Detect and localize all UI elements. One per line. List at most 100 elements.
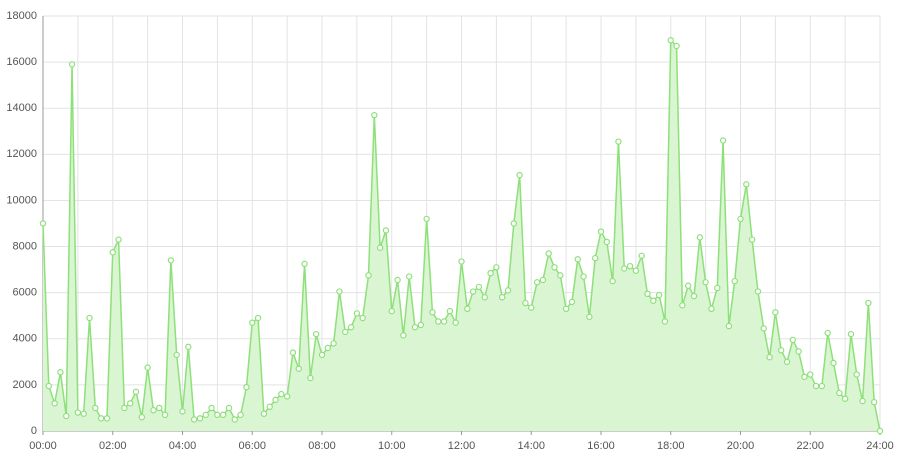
y-tick-label: 2000 <box>13 379 37 391</box>
point <box>359 314 366 322</box>
point <box>772 309 779 316</box>
point <box>766 354 773 361</box>
x-tick-label: 02:00 <box>99 440 127 452</box>
point <box>225 404 233 412</box>
point <box>807 371 814 378</box>
x-tick-label: 18:00 <box>657 440 685 452</box>
point <box>458 258 465 265</box>
point <box>365 272 372 279</box>
point <box>748 236 756 243</box>
point <box>243 383 250 391</box>
point <box>836 389 843 397</box>
point <box>411 324 419 331</box>
point <box>318 351 326 359</box>
point <box>376 244 384 251</box>
point <box>440 318 448 325</box>
point <box>615 138 622 145</box>
point <box>818 382 826 390</box>
point <box>202 411 209 419</box>
point <box>167 257 175 264</box>
x-tick-label: 20:00 <box>727 440 755 452</box>
point <box>86 314 93 322</box>
point <box>353 310 361 317</box>
point <box>830 359 837 367</box>
point <box>121 404 128 412</box>
point <box>342 328 349 336</box>
point <box>289 349 297 356</box>
x-tick-label: 14:00 <box>517 440 545 452</box>
point <box>644 290 651 298</box>
point <box>591 254 599 262</box>
point <box>528 304 535 311</box>
point <box>603 238 611 246</box>
point <box>493 264 500 271</box>
x-tick-label: 00:00 <box>29 440 57 452</box>
y-tick-label: 14000 <box>6 102 37 114</box>
point <box>876 427 884 435</box>
point <box>562 305 570 313</box>
point <box>382 227 390 234</box>
point <box>179 408 186 415</box>
point <box>63 412 70 420</box>
point <box>487 269 494 277</box>
area <box>43 40 880 432</box>
point <box>847 330 855 338</box>
x-tick-label: 12:00 <box>448 440 476 452</box>
point <box>621 265 628 272</box>
point <box>301 260 308 268</box>
y-tick-label: 12000 <box>6 148 37 160</box>
point <box>464 305 471 313</box>
point <box>429 309 436 316</box>
point <box>307 374 314 382</box>
point <box>777 347 785 354</box>
point <box>219 411 227 419</box>
point <box>417 321 425 329</box>
point <box>150 407 157 414</box>
point <box>330 340 337 347</box>
point <box>696 234 704 241</box>
point <box>446 307 454 315</box>
point <box>347 324 355 331</box>
y-tick-label: 8000 <box>13 240 37 252</box>
point <box>714 284 721 292</box>
point <box>109 249 116 256</box>
point <box>684 282 692 289</box>
point <box>510 220 518 227</box>
point <box>97 415 105 422</box>
y-tick-label: 6000 <box>13 287 37 299</box>
point <box>655 291 663 299</box>
point <box>859 397 866 405</box>
point <box>231 416 239 423</box>
point <box>737 215 744 223</box>
point <box>551 264 558 271</box>
point <box>237 411 244 419</box>
x-tick-label: 04:00 <box>169 440 197 452</box>
point <box>278 390 285 398</box>
point <box>249 319 256 326</box>
point <box>580 273 587 280</box>
x-tick-label: 16:00 <box>587 440 615 452</box>
point <box>68 61 76 68</box>
point <box>522 299 529 307</box>
point <box>103 415 111 422</box>
point <box>126 400 134 407</box>
y-tick-label: 0 <box>31 425 37 437</box>
point <box>650 297 657 304</box>
point <box>597 228 605 235</box>
point <box>679 302 686 309</box>
point <box>266 403 273 410</box>
point <box>156 404 163 412</box>
point <box>51 400 58 407</box>
point <box>45 382 53 390</box>
point <box>557 272 564 279</box>
point <box>173 351 180 359</box>
point <box>638 252 645 259</box>
point <box>801 373 808 381</box>
point <box>795 348 802 355</box>
point <box>272 396 279 404</box>
point <box>568 298 576 306</box>
point <box>452 319 459 326</box>
point <box>673 42 680 50</box>
point <box>708 305 715 313</box>
